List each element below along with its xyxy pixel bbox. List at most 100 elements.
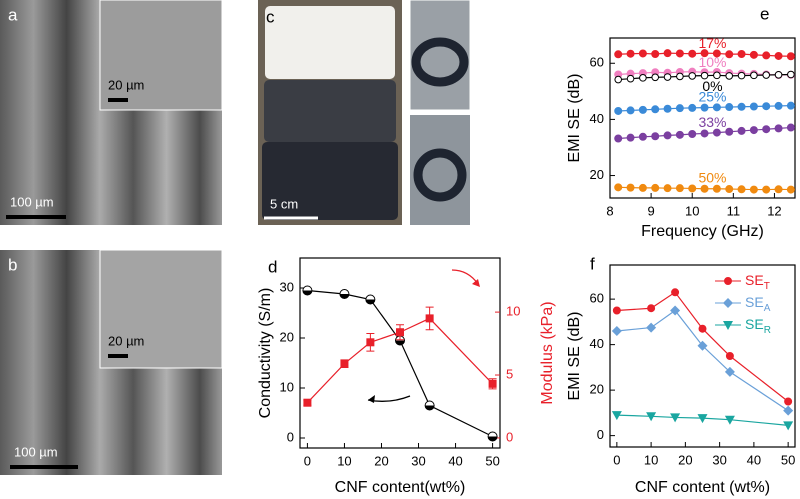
series-label: 17% [698,35,726,51]
y2-tick-label: 10 [506,304,520,319]
marker [725,185,734,194]
x-tick-label: 40 [448,453,462,468]
marker [646,412,657,422]
marker [749,126,758,135]
marker [638,183,647,192]
marker-part [339,294,349,299]
marker [749,102,758,111]
x-tick-label: 8 [606,203,613,218]
y2-tick-label: 5 [506,366,513,381]
marker [340,359,349,368]
y-tick-label: 10 [280,379,294,394]
x-axis-label: CNF content(wt%) [335,479,466,496]
marker [737,185,746,194]
marker [365,294,376,305]
x-tick-label: 20 [678,452,692,467]
marker [614,50,623,59]
marker [425,314,434,323]
marker-part [302,290,312,295]
legend-marker [724,277,732,285]
marker [737,50,746,58]
photo-border [409,0,471,111]
x-tick-label: 40 [747,452,761,467]
marker [762,125,771,134]
series-label: 50% [698,169,726,185]
marker [626,74,635,83]
marker [303,398,312,407]
series-label: 33% [698,114,726,130]
marker [750,71,758,80]
sem-inset [99,0,223,111]
plot-frame [609,37,796,199]
series-line [616,309,789,412]
panel-label: d [268,257,277,276]
sample-bent [411,37,469,87]
legend-name: SE [745,294,764,310]
plot-frame [299,257,501,449]
marker [774,185,783,194]
marker [774,51,783,60]
marker [675,130,684,139]
marker [663,104,672,113]
marker [651,183,660,192]
marker [737,102,746,111]
x-tick-label: 0 [304,453,311,468]
marker [676,72,684,81]
marker [651,73,660,82]
y-tick-label: 20 [590,167,604,182]
y-axis-label: EMI SE (dB) [566,312,583,401]
marker [663,184,672,193]
marker [614,134,623,143]
marker [675,104,684,113]
marker [786,123,795,132]
marker [339,289,350,299]
series-line [616,414,789,426]
annotation-arrows [367,269,480,403]
marker [713,71,721,80]
marker [670,413,681,423]
marker [626,106,635,115]
marker [614,183,623,192]
legend-label: SET [745,272,770,292]
marker [651,132,660,141]
marker [712,49,721,58]
marker [639,74,647,82]
arrow [451,269,479,285]
x-tick-label: 10 [644,452,658,467]
marker [712,103,721,112]
marker [487,431,498,442]
x-axis-label: CNF content (wt%) [635,479,770,496]
marker [663,49,672,58]
panel-label: f [590,254,595,273]
marker [762,51,771,60]
marker [700,103,709,112]
marker [700,129,709,138]
marker [646,322,657,333]
x-tick-label: 11 [727,203,741,218]
marker [688,49,697,58]
marker [712,184,721,193]
y-axis-label: EMI SE (dB) [566,74,583,163]
x-tick-label: 10 [685,203,699,218]
legend-subscript: T [764,281,770,292]
x-tick-label: 9 [647,203,654,218]
marker [725,50,734,59]
x-tick-label: 30 [712,452,726,467]
marker-part [365,299,375,304]
marker [762,102,771,111]
marker-part [395,340,405,345]
panel-label: a [8,5,18,24]
marker [488,379,497,388]
inset-scale-label: 20 µm [108,333,144,348]
marker [614,75,623,84]
marker [302,285,313,296]
marker [774,124,783,133]
marker-part [425,405,435,410]
marker [612,306,621,315]
y2-tick-label: 0 [506,429,513,444]
y-tick-label: 60 [590,55,604,70]
marker [783,421,794,431]
panel-c: c 5 cm [258,0,471,225]
sample-white [265,6,395,79]
